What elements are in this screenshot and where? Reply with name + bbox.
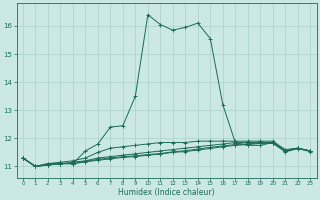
X-axis label: Humidex (Indice chaleur): Humidex (Indice chaleur): [118, 188, 215, 197]
